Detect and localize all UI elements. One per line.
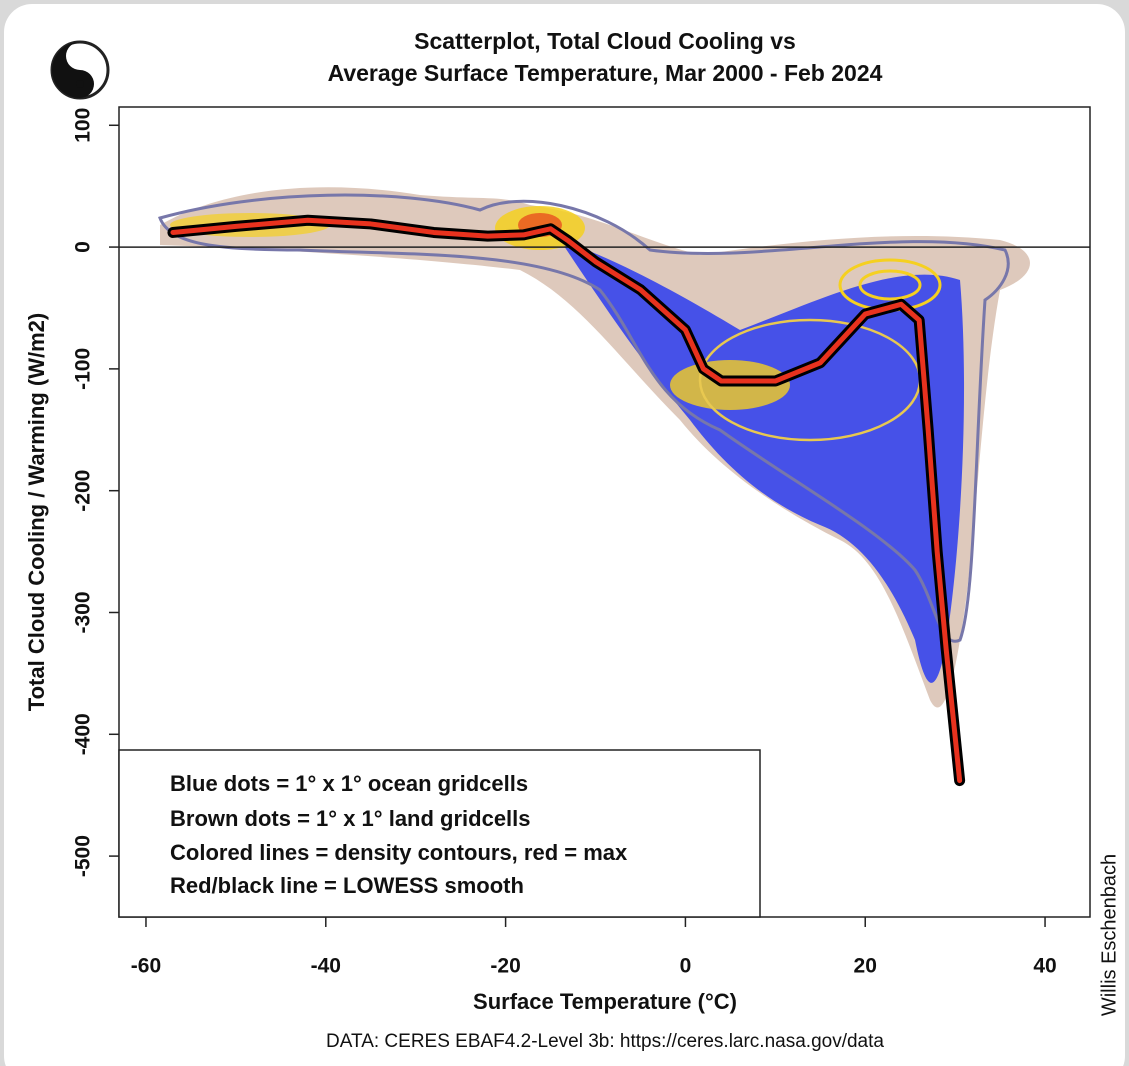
x-tick-label: 20: [854, 955, 877, 978]
source-note: DATA: CERES EBAF4.2-Level 3b: https://ce…: [326, 1031, 884, 1052]
logo: [50, 40, 110, 100]
legend-text: Brown dots = 1° x 1° land gridcells: [170, 806, 531, 831]
lowess-line: [170, 217, 963, 784]
y-tick-label: 100: [72, 108, 95, 143]
x-tick-label: -60: [131, 955, 161, 978]
x-tick-label: -20: [490, 955, 520, 978]
credit: Willis Eschenbach: [1098, 854, 1120, 1016]
x-tick-label: 0: [680, 955, 692, 978]
chart-title: Average Surface Temperature, Mar 2000 - …: [328, 60, 883, 86]
x-tick-label: 40: [1033, 955, 1056, 978]
legend-text: Red/black line = LOWESS smooth: [170, 873, 524, 898]
y-tick-label: -300: [72, 591, 95, 633]
x-axis-title: Surface Temperature (°C): [473, 989, 737, 1014]
legend-text: Blue dots = 1° x 1° ocean gridcells: [170, 771, 528, 796]
y-axis-title: Total Cloud Cooling / Warming (W/m2): [24, 313, 49, 711]
chart-title: Scatterplot, Total Cloud Cooling vs: [414, 28, 796, 54]
y-tick-label: -400: [72, 713, 95, 755]
legend-box: [118, 749, 761, 918]
y-tick-label: -200: [72, 470, 95, 512]
y-tick-label: 0: [72, 241, 95, 253]
y-tick-label: -500: [72, 835, 95, 877]
y-tick-label: -100: [72, 348, 95, 390]
legend-text: Colored lines = density contours, red = …: [170, 840, 628, 865]
x-tick-label: -40: [311, 955, 341, 978]
